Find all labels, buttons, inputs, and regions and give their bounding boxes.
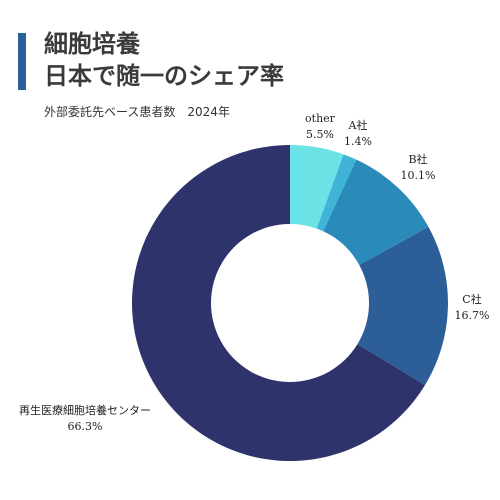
chart-subtitle: 外部委託先ベース患者数 2024年 [44, 105, 230, 119]
slice-value-label: 10.1% [401, 169, 436, 182]
title-line-2: 日本で随一のシェア率 [44, 62, 284, 90]
slice-name-label: A社 [348, 118, 368, 132]
slice-value-label: 66.3% [68, 420, 103, 433]
title-line-1: 細胞培養 [44, 30, 140, 58]
slice-value-label: 5.5% [306, 128, 334, 141]
slice-value-label: 16.7% [455, 309, 490, 322]
page-title: 細胞培養 日本で随一のシェア率 [44, 28, 284, 92]
donut-slice [316, 154, 357, 232]
title-accent-bar [18, 33, 26, 90]
slice-name-label: other [305, 112, 336, 125]
slice-name-label: 再生医療細胞培養センター [19, 403, 151, 417]
donut-slice [323, 159, 429, 265]
slice-value-label: 1.4% [344, 135, 372, 148]
slice-name-label: C社 [462, 292, 481, 306]
donut-slice [290, 145, 344, 229]
donut-slice [131, 145, 425, 461]
slice-name-label: B社 [408, 152, 427, 166]
donut-slice [357, 226, 448, 386]
